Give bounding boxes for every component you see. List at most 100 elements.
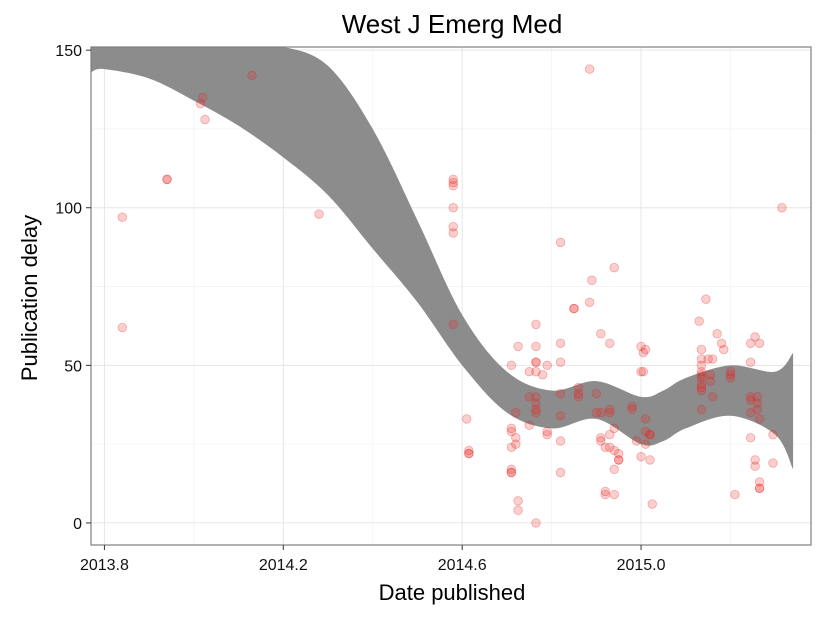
data-point [750, 332, 760, 342]
data-point [569, 303, 579, 314]
x-tick-label: 2014.6 [438, 557, 487, 574]
data-point [513, 341, 523, 352]
data-point [198, 92, 208, 103]
data-point [596, 436, 606, 446]
data-point [609, 423, 619, 434]
data-point [531, 398, 541, 408]
data-point [638, 348, 648, 358]
data-point [631, 436, 642, 446]
data-point [696, 370, 707, 380]
data-point [506, 467, 517, 478]
data-point [506, 426, 517, 437]
data-point [712, 329, 722, 339]
data-point [542, 426, 552, 437]
data-point [745, 338, 756, 348]
data-point [696, 354, 707, 364]
data-point [531, 357, 541, 367]
data-point [524, 392, 534, 402]
data-point [636, 366, 646, 377]
data-point [542, 360, 552, 371]
data-point [752, 404, 763, 415]
x-axis-label: Date published [379, 580, 526, 605]
data-point [584, 64, 595, 74]
data-point [117, 322, 128, 333]
data-point [448, 221, 458, 232]
data-point [531, 407, 541, 418]
data-point [705, 376, 716, 386]
data-point [754, 483, 765, 493]
data-point [531, 392, 541, 402]
data-point [506, 464, 517, 475]
data-point [524, 366, 534, 377]
data-point [448, 174, 458, 185]
x-tick-label: 2015.0 [617, 557, 666, 574]
data-point [596, 329, 606, 339]
data-point [195, 99, 206, 109]
data-point [513, 505, 523, 516]
data-point [627, 404, 637, 415]
data-point [696, 344, 707, 355]
data-points [117, 64, 787, 528]
data-point [768, 458, 778, 468]
data-point [448, 177, 458, 188]
axis-ticks: 2013.8 2014.2 2014.6 2015.0 0 50 100 150 [55, 43, 665, 574]
y-tick-label: 100 [55, 201, 82, 218]
data-point [162, 174, 172, 185]
data-point [464, 445, 474, 456]
data-point [627, 401, 637, 412]
data-point [511, 407, 521, 418]
data-point [506, 423, 517, 434]
data-point [506, 360, 517, 371]
data-point [719, 344, 729, 355]
data-point [531, 319, 541, 330]
data-point [640, 439, 651, 449]
data-point [596, 407, 606, 418]
y-tick-label: 0 [73, 516, 82, 533]
data-point [600, 486, 610, 497]
data-point [707, 392, 718, 402]
smooth-band [91, 47, 794, 470]
data-point [645, 455, 655, 465]
data-point [750, 455, 760, 465]
data-point [596, 433, 606, 443]
data-point [730, 489, 740, 500]
data-point [705, 370, 716, 380]
data-point [645, 429, 655, 440]
grid [91, 47, 811, 545]
data-point [725, 366, 736, 377]
data-point [752, 392, 763, 402]
data-point [555, 357, 566, 367]
data-point [573, 382, 584, 393]
data-point [555, 338, 566, 348]
data-point [640, 344, 651, 355]
data-point [448, 180, 458, 191]
data-point [513, 496, 523, 506]
data-point [647, 499, 657, 509]
data-point [461, 414, 472, 424]
data-point [752, 398, 763, 408]
data-point [464, 448, 474, 459]
data-point [531, 341, 541, 352]
data-point [745, 357, 756, 367]
data-point [555, 237, 566, 248]
x-tick-label: 2014.2 [259, 557, 308, 574]
data-point [750, 461, 760, 471]
data-point [745, 407, 756, 418]
data-point [314, 209, 324, 219]
data-point [524, 420, 534, 430]
data-point [777, 203, 787, 213]
data-point [506, 442, 517, 452]
data-point [696, 382, 707, 393]
data-point [701, 294, 711, 304]
data-point [605, 404, 615, 415]
chart-title: West J Emerg Med [342, 9, 563, 39]
data-point [591, 389, 602, 399]
data-point [531, 404, 541, 415]
data-point [614, 455, 624, 465]
data-point [448, 228, 458, 238]
data-point [614, 455, 624, 465]
data-point [200, 114, 210, 125]
data-point [609, 464, 619, 475]
data-point [614, 448, 624, 459]
data-point [584, 297, 595, 308]
